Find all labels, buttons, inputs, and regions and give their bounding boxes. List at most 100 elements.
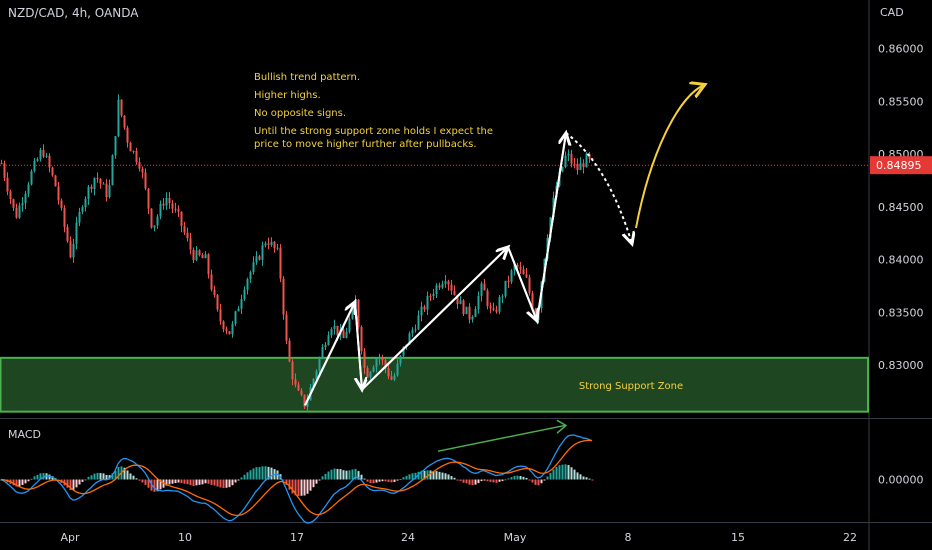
candle-body bbox=[318, 357, 321, 371]
macd-histogram-bar bbox=[309, 479, 312, 491]
candle-body bbox=[195, 250, 198, 260]
macd-histogram-bar bbox=[294, 479, 297, 496]
macd-histogram-bar bbox=[66, 479, 69, 488]
candle-body bbox=[0, 163, 3, 165]
macd-histogram-bar bbox=[591, 479, 594, 481]
macd-histogram-bar bbox=[219, 479, 222, 488]
time-tick-label: 15 bbox=[731, 531, 745, 544]
macd-histogram-bar bbox=[363, 478, 366, 480]
candle-body bbox=[150, 208, 153, 228]
macd-histogram-bar bbox=[327, 471, 330, 480]
time-axis[interactable]: Apr 10 17 24 May 8 15 22 bbox=[60, 531, 857, 544]
macd-histogram-bar bbox=[249, 470, 252, 480]
macd-histogram-bar bbox=[519, 476, 522, 480]
macd-histogram-bar bbox=[447, 474, 450, 480]
macd-histogram-bar bbox=[210, 479, 213, 485]
macd-histogram-bar bbox=[198, 479, 201, 485]
macd-histogram-bar bbox=[450, 476, 453, 480]
candle-body bbox=[21, 202, 24, 206]
macd-histogram-bar bbox=[78, 479, 81, 485]
candle-body bbox=[180, 211, 183, 227]
symbol-title[interactable]: NZD/CAD, 4h, OANDA bbox=[8, 6, 139, 20]
macd-histogram-bar bbox=[402, 477, 405, 480]
macd-histogram-bar bbox=[189, 479, 192, 486]
candle-body bbox=[270, 241, 273, 246]
candle-body bbox=[291, 361, 294, 380]
candle-body bbox=[492, 308, 495, 310]
candle-body bbox=[513, 264, 516, 271]
candle-body bbox=[477, 295, 480, 310]
support-zone: Strong Support Zone bbox=[0, 356, 869, 413]
candle-body bbox=[528, 277, 531, 294]
candle-body bbox=[72, 243, 75, 258]
macd-histogram-bar bbox=[123, 467, 126, 480]
candle-body bbox=[45, 155, 48, 157]
zigzag-segment bbox=[507, 246, 537, 321]
candle-body bbox=[3, 163, 6, 178]
macd-histogram-bar bbox=[330, 469, 333, 480]
candle-body bbox=[306, 400, 309, 407]
candle-body bbox=[522, 269, 525, 275]
macd-histogram-bar bbox=[312, 479, 315, 488]
candle-body bbox=[288, 340, 291, 362]
candle-body bbox=[576, 163, 579, 171]
candle-body bbox=[132, 150, 135, 152]
macd-tick-label: 0.00000 bbox=[878, 474, 924, 487]
macd-histogram-bar bbox=[90, 475, 93, 480]
candle-body bbox=[447, 281, 450, 285]
candle-body bbox=[375, 358, 378, 368]
candle-body bbox=[372, 367, 375, 372]
macd-histogram-bar bbox=[465, 479, 468, 484]
zigzag-segment bbox=[536, 133, 566, 322]
candle-body bbox=[531, 293, 534, 309]
candle-body bbox=[111, 155, 114, 186]
macd-histogram-bar bbox=[528, 479, 531, 481]
candle-body bbox=[243, 289, 246, 300]
macd-histogram-bar bbox=[81, 479, 84, 482]
candle-body bbox=[18, 205, 21, 218]
candle-body bbox=[426, 296, 429, 310]
macd-histogram-bar bbox=[531, 479, 534, 483]
time-tick-label: May bbox=[504, 531, 527, 544]
macd-histogram-bar bbox=[195, 479, 198, 486]
macd-histogram-bar bbox=[39, 473, 42, 480]
candle-body bbox=[387, 368, 390, 377]
candle-body bbox=[99, 178, 102, 184]
macd-histogram-bar bbox=[483, 479, 486, 481]
macd-histogram-bar bbox=[558, 465, 561, 480]
candle-body bbox=[123, 115, 126, 128]
candle-body bbox=[357, 299, 360, 328]
macd-histogram-bar bbox=[48, 474, 51, 480]
candle-body bbox=[384, 360, 387, 369]
macd-divergence-arrowhead bbox=[556, 419, 568, 434]
macd-histogram-bar bbox=[546, 476, 549, 480]
macd-histogram-bar bbox=[36, 474, 39, 480]
candle-body bbox=[408, 333, 411, 345]
candle-body bbox=[249, 272, 252, 280]
analysis-note: Bullish trend pattern. Higher highs. No … bbox=[254, 71, 509, 156]
candle-body bbox=[441, 283, 444, 288]
macd-histogram-bar bbox=[570, 467, 573, 480]
macd-histogram-bar bbox=[111, 473, 114, 480]
note-line: Until the strong support zone holds I ex… bbox=[254, 126, 494, 150]
candle-body bbox=[279, 247, 282, 279]
price-tick-label: 0.84500 bbox=[878, 201, 924, 214]
candle-body bbox=[237, 308, 240, 312]
candle-body bbox=[417, 315, 420, 330]
candle-body bbox=[465, 306, 468, 315]
time-tick-label: 17 bbox=[290, 531, 304, 544]
macd-histogram-bar bbox=[498, 479, 501, 482]
candle-body bbox=[312, 379, 315, 388]
price-axis[interactable]: 0.830000.835000.840000.845000.850000.855… bbox=[870, 43, 932, 487]
candle-body bbox=[189, 238, 192, 250]
macd-histogram-bar bbox=[582, 476, 585, 480]
macd-histogram-bar bbox=[216, 479, 219, 487]
macd-histogram-bar bbox=[300, 479, 303, 496]
candle-body bbox=[276, 247, 279, 249]
macd-histogram-bar bbox=[414, 472, 417, 480]
macd-histogram-bar bbox=[384, 479, 387, 482]
candle-body bbox=[228, 331, 231, 335]
macd-histogram-bar bbox=[303, 479, 306, 496]
macd-label[interactable]: MACD bbox=[8, 428, 41, 441]
